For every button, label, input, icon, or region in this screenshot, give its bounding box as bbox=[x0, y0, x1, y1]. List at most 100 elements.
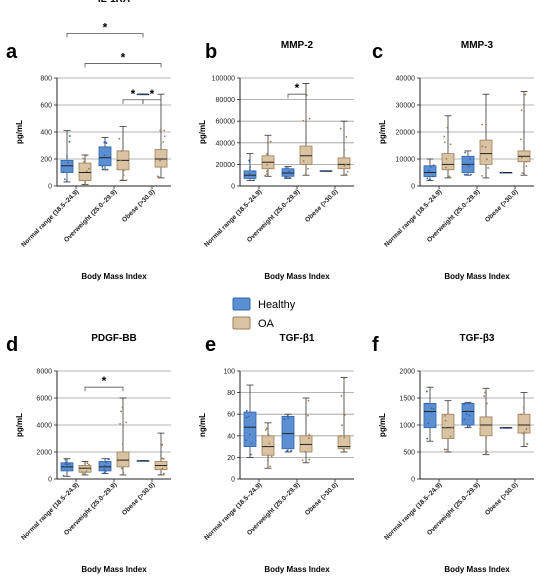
data-point bbox=[307, 414, 309, 417]
x-axis-label: Body Mass Index bbox=[81, 272, 147, 281]
box-healthy-2 bbox=[499, 171, 513, 174]
data-point bbox=[264, 429, 267, 431]
data-point bbox=[269, 465, 272, 468]
data-point bbox=[64, 458, 67, 461]
y-tick-label: 20 bbox=[227, 455, 235, 462]
box-oa-0 bbox=[78, 461, 92, 476]
box-iqr bbox=[461, 402, 475, 426]
y-tick-label: 60 bbox=[227, 412, 235, 419]
data-point bbox=[443, 135, 446, 138]
box-healthy-2 bbox=[499, 426, 513, 429]
x-axis-label: Body Mass Index bbox=[264, 272, 330, 281]
category-label: Obese (>30.0) bbox=[304, 481, 339, 516]
data-point bbox=[248, 172, 251, 175]
data-point bbox=[432, 408, 435, 410]
data-point bbox=[481, 123, 484, 126]
data-point bbox=[427, 169, 430, 172]
y-tick-label: 2000 bbox=[399, 369, 415, 376]
data-point bbox=[430, 165, 432, 168]
data-point bbox=[465, 413, 468, 416]
data-point bbox=[444, 166, 447, 169]
data-point bbox=[525, 160, 528, 163]
data-point bbox=[484, 146, 487, 149]
y-tick-label: 1000 bbox=[399, 423, 415, 430]
data-point bbox=[520, 413, 523, 416]
box-oa-2 bbox=[154, 93, 168, 179]
panel-letter-f: f bbox=[372, 334, 379, 356]
box-healthy-0 bbox=[243, 153, 257, 182]
y-tick-label: 0 bbox=[48, 184, 52, 191]
data-point bbox=[104, 470, 107, 473]
box-healthy-1 bbox=[98, 136, 112, 171]
box-iqr bbox=[60, 159, 74, 173]
data-point bbox=[119, 159, 122, 162]
data-point bbox=[446, 126, 449, 129]
y-axis-label: pg/mL bbox=[15, 413, 24, 437]
box-healthy-2 bbox=[136, 93, 150, 96]
data-point bbox=[67, 161, 69, 164]
data-point bbox=[138, 459, 141, 462]
data-point bbox=[161, 467, 164, 470]
y-tick-label: 200 bbox=[40, 157, 52, 164]
data-point bbox=[248, 161, 251, 163]
panel-title: TGF-β3 bbox=[460, 333, 495, 344]
data-point bbox=[345, 173, 348, 176]
data-point bbox=[88, 463, 90, 466]
data-point bbox=[83, 160, 86, 163]
data-point bbox=[450, 426, 453, 429]
box-oa-1 bbox=[116, 397, 130, 476]
data-point bbox=[520, 109, 523, 111]
data-point bbox=[449, 143, 452, 146]
panel-f: f TGF-β3 0 500 1000 1500 2000 pg/mL Body Mass In… bbox=[372, 333, 534, 574]
data-point bbox=[285, 177, 288, 180]
y-axis-label: pg/mL bbox=[378, 413, 387, 437]
data-point bbox=[463, 173, 466, 176]
box-healthy-1 bbox=[281, 166, 295, 180]
box-iqr bbox=[337, 157, 351, 170]
data-point bbox=[481, 145, 484, 148]
data-point bbox=[269, 140, 272, 143]
data-point bbox=[301, 459, 304, 462]
box-iqr bbox=[243, 170, 257, 179]
data-point bbox=[162, 141, 165, 143]
legend-label-healthy: Healthy bbox=[258, 299, 296, 311]
panel-d: d PDGF-BB 0 2000 4000 6000 8000 pg/mL Body Mass … bbox=[6, 333, 171, 574]
data-point bbox=[307, 167, 309, 170]
y-tick-label: 0 bbox=[411, 184, 415, 191]
data-point bbox=[426, 177, 429, 180]
data-point bbox=[62, 171, 65, 174]
bracket-line bbox=[287, 93, 307, 99]
data-point bbox=[266, 163, 269, 166]
significance-bracket: * bbox=[142, 87, 162, 104]
y-tick-label: 600 bbox=[40, 103, 52, 110]
data-point bbox=[449, 435, 452, 438]
box-healthy-0 bbox=[243, 384, 257, 458]
data-point bbox=[486, 402, 488, 405]
data-point bbox=[308, 458, 311, 461]
bracket-line bbox=[84, 386, 124, 392]
data-point bbox=[66, 463, 69, 466]
data-point bbox=[501, 426, 504, 429]
data-point bbox=[448, 175, 451, 178]
data-point bbox=[485, 436, 488, 439]
significance-star: * bbox=[295, 81, 300, 95]
data-point bbox=[265, 153, 268, 155]
data-point bbox=[118, 137, 121, 140]
box-iqr bbox=[281, 415, 295, 450]
data-point bbox=[161, 457, 164, 460]
data-point bbox=[245, 416, 248, 419]
data-point bbox=[249, 453, 252, 456]
data-point bbox=[443, 141, 446, 144]
box-oa-0 bbox=[441, 400, 455, 453]
data-point bbox=[248, 168, 251, 171]
bracket-line bbox=[66, 32, 144, 38]
data-point bbox=[466, 410, 469, 412]
significance-star: * bbox=[150, 87, 155, 101]
box-healthy-1 bbox=[461, 401, 475, 429]
data-point bbox=[266, 459, 269, 462]
data-point bbox=[468, 414, 471, 417]
data-point bbox=[465, 173, 468, 176]
y-tick-label: 0 bbox=[411, 477, 415, 484]
data-point bbox=[484, 391, 486, 394]
